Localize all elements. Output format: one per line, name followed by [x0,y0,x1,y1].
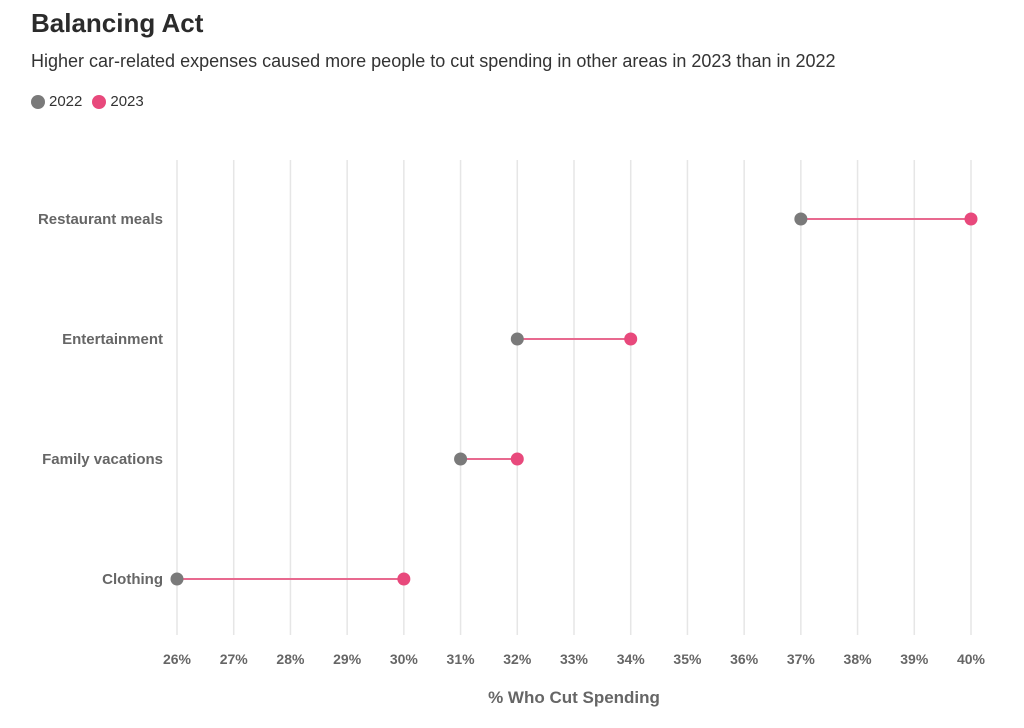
x-tick-label: 39% [900,651,929,667]
x-tick-label: 37% [787,651,816,667]
point-2022 [510,332,524,346]
chart-title: Balancing Act [31,8,204,38]
category-label: Restaurant meals [38,211,163,228]
x-tick-label: 31% [447,651,476,667]
x-tick-label: 28% [276,651,305,667]
legend-swatch-2022 [31,94,45,109]
x-tick-label: 30% [390,651,419,667]
legend-label-2022: 2022 [49,93,83,110]
x-tick-label: 29% [333,651,362,667]
x-tick-label: 36% [730,651,759,667]
point-2023 [397,572,411,586]
category-label: Entertainment [62,331,163,348]
category-label: Family vacations [42,451,163,468]
legend: 2022 2023 [31,93,144,110]
x-tick-label: 34% [617,651,646,667]
point-2023 [964,212,978,226]
x-axis-title: % Who Cut Spending [488,688,660,707]
x-tick-label: 38% [844,651,873,667]
category-label: Clothing [102,571,163,588]
point-2023 [624,332,638,346]
chart-subtitle: Higher car-related expenses caused more … [31,51,836,71]
x-tick-label: 27% [220,651,249,667]
x-tick-label: 32% [503,651,532,667]
point-2023 [510,452,524,466]
x-tick-label: 35% [673,651,702,667]
point-2022 [170,572,184,586]
legend-label-2023: 2023 [110,93,144,110]
x-tick-label: 26% [163,651,192,667]
legend-item-2022: 2022 [31,93,82,110]
legend-swatch-2023 [92,94,107,109]
point-2022 [454,452,468,466]
point-2022 [794,212,808,226]
x-tick-label: 33% [560,651,589,667]
x-tick-label: 40% [957,651,986,667]
legend-item-2023: 2023 [92,93,144,110]
